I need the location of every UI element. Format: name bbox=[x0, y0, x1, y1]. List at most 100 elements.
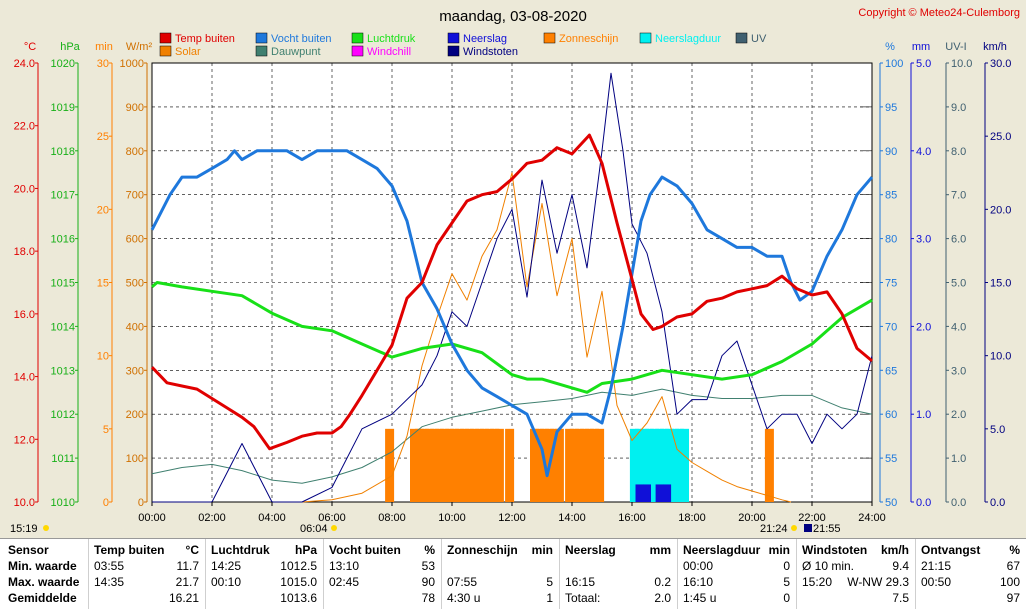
axis-tick-label: 50 bbox=[885, 497, 897, 509]
stats-value: 0.2 bbox=[654, 575, 671, 589]
x-tick-label: 20:00 bbox=[738, 512, 766, 524]
legend-swatch bbox=[447, 32, 460, 44]
x-tick-label: 16:00 bbox=[618, 512, 646, 524]
stats-header-row: Luchtdruk hPa bbox=[205, 542, 323, 558]
axis-tick-label: 8.0 bbox=[951, 146, 966, 158]
stats-data-row: 00:50 100 bbox=[915, 574, 1026, 590]
series-temp-buiten bbox=[150, 133, 873, 451]
axis-tick-label: 1.0 bbox=[951, 453, 966, 465]
sun-markers: 15:19 06:04 21:24 21:55 bbox=[10, 523, 841, 535]
stats-value: 16.21 bbox=[168, 591, 199, 605]
stats-data-row bbox=[441, 558, 559, 574]
axis-tick-label: 10.0 bbox=[14, 497, 35, 509]
x-tick-label: 22:00 bbox=[798, 512, 826, 524]
stats-unit: hPa bbox=[294, 543, 317, 557]
stats-value: W-NW 29.3 bbox=[847, 575, 909, 589]
axis-tick-label: 55 bbox=[885, 453, 897, 465]
bar-zonneschijn bbox=[550, 428, 560, 502]
dusk-icon bbox=[804, 524, 812, 532]
stats-header: Neerslag bbox=[565, 543, 616, 557]
axis-tick-label: 800 bbox=[126, 146, 144, 158]
bar-zonneschijn bbox=[475, 428, 485, 502]
axis-tick-label: 15.0 bbox=[990, 278, 1011, 290]
sunrise-label: 06:04 bbox=[300, 523, 328, 535]
axis-tick-label: 500 bbox=[126, 278, 144, 290]
axis-tick-label: 4.0 bbox=[916, 146, 931, 158]
stats-column: Windstoten km/h Ø 10 min. 9.4 15:20 W-NW 29.3… bbox=[796, 539, 916, 609]
bar-zonneschijn bbox=[580, 428, 590, 502]
axis-tick-label: 30.0 bbox=[990, 58, 1011, 70]
time-label-left: 15:19 bbox=[10, 523, 38, 535]
bar-neerslagduur bbox=[644, 428, 654, 502]
axis-tick-label: 9.0 bbox=[951, 102, 966, 114]
stats-data-row: 14:35 21.7 bbox=[88, 574, 205, 590]
stats-column: Zonneschijn min 07:55 5 4:30 u 1 bbox=[441, 539, 560, 609]
bar-zonneschijn bbox=[455, 428, 464, 502]
legend-swatch bbox=[255, 45, 268, 57]
series-solar bbox=[301, 172, 792, 503]
bar-zonneschijn bbox=[494, 428, 504, 502]
axis-tick-label: 70 bbox=[885, 321, 897, 333]
stats-data-row: 21:15 67 bbox=[915, 558, 1026, 574]
axis-tick-label: 75 bbox=[885, 278, 897, 290]
stats-data-row: 16.21 bbox=[88, 590, 205, 606]
stats-row-label: Gemiddelde bbox=[0, 590, 88, 606]
legend-swatch bbox=[255, 32, 268, 44]
stats-data-row: 14:25 1012.5 bbox=[205, 558, 323, 574]
stats-time: 1:45 u bbox=[683, 591, 717, 605]
stats-data-row: 97 bbox=[915, 590, 1026, 606]
stats-unit: % bbox=[1009, 543, 1020, 557]
stats-value: 1015.0 bbox=[280, 575, 317, 589]
stats-time: 13:10 bbox=[329, 559, 360, 573]
axis-tick-label: 5.0 bbox=[916, 58, 931, 70]
stats-time: 07:55 bbox=[447, 575, 478, 589]
bar-neerslagduur bbox=[670, 428, 680, 502]
stats-time: 02:45 bbox=[329, 575, 360, 589]
axis-tick-label: 1015 bbox=[51, 278, 75, 290]
axis-tick-label: 90 bbox=[885, 146, 897, 158]
axis-tick-label: 2.0 bbox=[916, 321, 931, 333]
bar-neerslagduur bbox=[650, 428, 659, 502]
axis-tick-label: 65 bbox=[885, 365, 897, 377]
stats-data-row: 00:10 1015.0 bbox=[205, 574, 323, 590]
axis-tick-label: 12.0 bbox=[14, 434, 35, 446]
axis-tick-label: 60 bbox=[885, 409, 897, 421]
series-windstoten bbox=[152, 72, 873, 503]
line-series bbox=[150, 72, 874, 503]
sunrise-icon bbox=[331, 525, 337, 531]
bar-zonneschijn bbox=[470, 428, 479, 502]
stats-value: 78 bbox=[421, 591, 435, 605]
stats-header: Temp buiten bbox=[94, 543, 165, 557]
stats-header: Luchtdruk bbox=[211, 543, 270, 557]
bar-zonneschijn bbox=[505, 428, 515, 502]
stats-value: 90 bbox=[421, 575, 435, 589]
legend-swatch bbox=[543, 32, 556, 44]
stats-unit: % bbox=[424, 543, 435, 557]
axis-tick-label: 200 bbox=[126, 409, 144, 421]
bar-zonneschijn bbox=[565, 428, 575, 502]
legend-label: Vocht buiten bbox=[271, 33, 332, 45]
stats-time: 03:55 bbox=[94, 559, 125, 573]
stats-header: Ontvangst bbox=[921, 543, 981, 557]
bar-neerslagduur bbox=[640, 428, 650, 502]
bar-neerslagduur bbox=[629, 428, 639, 502]
bar-zonneschijn bbox=[445, 428, 455, 502]
legend-label: Temp buiten bbox=[175, 33, 235, 45]
bar-neerslagduur bbox=[659, 428, 669, 502]
legend-swatch bbox=[159, 32, 172, 44]
stats-value: 5 bbox=[783, 575, 790, 589]
bar-neerslagduur bbox=[635, 428, 644, 502]
legend-label: Windstoten bbox=[463, 46, 518, 58]
stats-header: Zonneschijn bbox=[447, 543, 518, 557]
axis-unit: UV-I bbox=[945, 41, 966, 53]
stats-unit: °C bbox=[185, 543, 199, 557]
stats-header-row: Zonneschijn min bbox=[441, 542, 559, 558]
legend-label: Zonneschijn bbox=[559, 33, 618, 45]
axis-tick-label: 10.0 bbox=[951, 58, 972, 70]
axis-tick-label: 0.0 bbox=[990, 497, 1005, 509]
stats-table: Sensor Min. waarde Max. waarde Gemiddelde Te… bbox=[0, 538, 1026, 609]
axis-unit: W/m² bbox=[126, 41, 153, 53]
stats-value: 97 bbox=[1006, 591, 1020, 605]
axis-tick-label: 10.0 bbox=[990, 351, 1011, 363]
bar-zonneschijn bbox=[485, 428, 494, 502]
